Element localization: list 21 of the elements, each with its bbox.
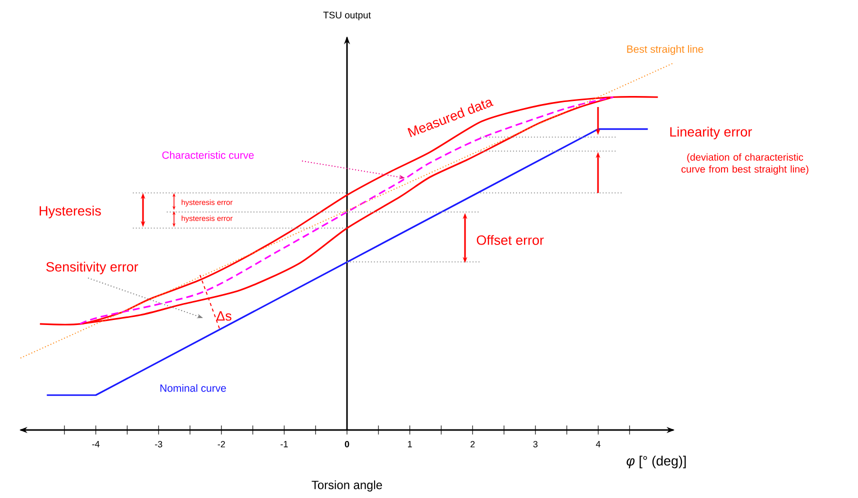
y-axis-title: TSU output xyxy=(323,12,371,20)
x-tick-label: 1 xyxy=(408,441,412,448)
x-tick-label: -4 xyxy=(92,441,100,448)
annotation: Hysteresis xyxy=(40,206,101,218)
x-tick-label: 3 xyxy=(533,441,538,448)
x-axis-title: Torsion angle xyxy=(312,480,382,492)
text: (deviation of characteristic curve from best straight line) xyxy=(681,153,808,175)
x-tick-label: -2 xyxy=(218,441,225,448)
annotation: Offset error xyxy=(476,235,544,245)
series-label: Nominal curve xyxy=(160,384,226,392)
annotation: Δs xyxy=(216,311,232,321)
x-tick-label: -1 xyxy=(280,441,288,448)
annotation: Linearity error xyxy=(670,126,752,140)
x-tick-label: -3 xyxy=(155,441,162,448)
x-tick-label: 4 xyxy=(596,441,600,448)
text: Characteristic curve xyxy=(162,151,254,159)
annotation: Sensitivity error xyxy=(46,262,138,274)
x-tick-label: 2 xyxy=(470,441,475,448)
x-tick-label: 0 xyxy=(344,441,350,448)
text: φ [° (deg)] xyxy=(626,456,686,468)
series-label: Best straight line xyxy=(627,45,704,55)
